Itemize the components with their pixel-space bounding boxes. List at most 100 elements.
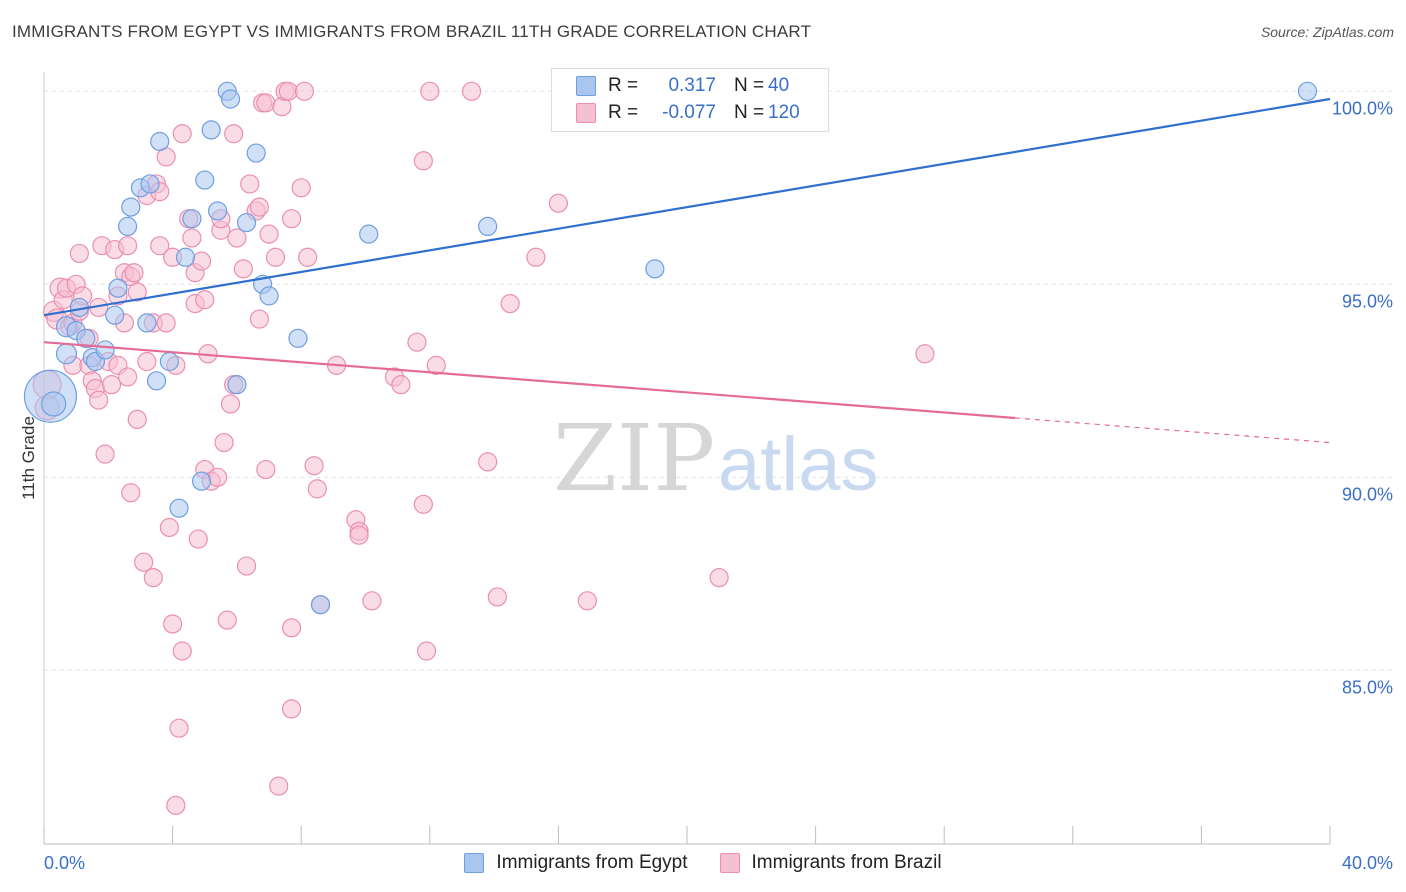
egypt-point — [55, 343, 78, 365]
brazil-n-value: 120 — [768, 102, 800, 123]
egypt-point — [191, 471, 212, 491]
brazil-point — [548, 193, 569, 213]
egypt-point — [121, 197, 141, 217]
brazil-point — [526, 247, 546, 267]
x-tick-label-min: 0.0% — [44, 853, 85, 873]
brazil-point — [156, 313, 176, 333]
brazil-point — [217, 610, 237, 630]
trend-lines — [43, 97, 1331, 444]
brazil-point — [420, 81, 440, 101]
egypt-point — [208, 201, 228, 221]
egypt-point — [236, 212, 257, 233]
egypt-r-label: R = — [608, 75, 639, 96]
egypt-point — [288, 328, 308, 348]
brazil-point — [281, 618, 302, 638]
brazil-point — [249, 197, 270, 217]
brazil-trend-line-extension — [1014, 417, 1331, 444]
brazil-swatch — [576, 103, 596, 123]
brazil-point — [256, 459, 276, 480]
brazil-point — [172, 124, 192, 144]
brazil-point — [240, 174, 260, 194]
egypt-point — [478, 216, 498, 236]
brazil-point — [709, 568, 729, 588]
egypt-n-label: N = — [734, 75, 765, 96]
egypt-point — [76, 328, 96, 348]
egypt-point — [150, 131, 170, 152]
egypt-swatch — [576, 76, 596, 96]
y-tick-label: 95.0% — [1342, 291, 1393, 311]
brazil-point — [89, 390, 109, 410]
watermark: ZIP atlas — [553, 405, 879, 512]
brazil-point — [281, 699, 302, 719]
brazil-point — [117, 236, 138, 256]
brazil-point — [407, 332, 427, 352]
brazil-point — [191, 251, 212, 271]
x-tick-label-max: 40.0% — [1342, 853, 1393, 873]
y-tick-label: 90.0% — [1342, 484, 1393, 504]
brazil-point — [281, 209, 302, 229]
brazil-point — [500, 294, 520, 314]
legend-swatch-brazil — [719, 853, 740, 873]
egypt-point — [146, 371, 167, 391]
legend-row-egypt: R = 0.317 N = 40 — [576, 73, 808, 99]
brazil-point — [69, 243, 89, 264]
brazil-point — [127, 282, 147, 302]
brazil-point — [577, 591, 597, 611]
brazil-point — [163, 614, 183, 634]
brazil-point — [265, 247, 286, 267]
legend-label-egypt: Immigrants from Egypt — [496, 852, 688, 873]
brazil-point — [461, 81, 482, 101]
legend-row-brazil: R = -0.077 N = 120 — [576, 100, 808, 126]
brazil-point — [227, 228, 247, 248]
brazil-r-value: -0.077 — [662, 102, 716, 123]
brazil-point — [413, 494, 433, 514]
brazil-point — [195, 290, 215, 310]
egypt-point — [117, 216, 138, 236]
brazil-point — [304, 456, 324, 476]
egypt-point — [259, 286, 279, 306]
egypt-point — [137, 313, 157, 333]
brazil-point — [172, 641, 192, 661]
stats-legend: R = 0.317 N = 40 R = -0.077 N = 120 — [551, 68, 829, 132]
brazil-point — [416, 641, 437, 661]
brazil-point — [101, 375, 122, 395]
egypt-point — [41, 391, 67, 417]
egypt-point — [220, 89, 241, 109]
egypt-point — [140, 174, 160, 194]
brazil-point — [298, 247, 318, 267]
brazil-point — [143, 568, 163, 588]
brazil-trend-line — [43, 341, 1016, 420]
watermark-atlas: atlas — [718, 422, 879, 507]
egypt-point — [246, 143, 266, 163]
brazil-point — [478, 452, 498, 472]
egypt-point — [175, 247, 196, 267]
series-legend: Immigrants from Egypt Immigrants from Br… — [0, 852, 1406, 874]
brazil-point — [426, 355, 446, 375]
brazil-point — [134, 552, 154, 572]
egypt-point — [195, 170, 215, 190]
brazil-point — [182, 228, 202, 248]
egypt-point — [359, 224, 379, 244]
brazil-point — [169, 718, 189, 738]
brazil-point — [214, 432, 234, 453]
brazil-point — [208, 467, 228, 487]
brazil-n-label: N = — [734, 102, 765, 123]
brazil-r-label: R = — [608, 102, 639, 123]
brazil-point — [236, 556, 257, 576]
egypt-points — [23, 81, 1318, 615]
brazil-point — [915, 344, 935, 364]
axes — [43, 72, 1331, 845]
egypt-point — [169, 498, 189, 518]
brazil-point — [117, 367, 138, 387]
y-tick-label: 100.0% — [1332, 98, 1393, 118]
brazil-point — [413, 151, 433, 171]
brazil-point — [249, 309, 270, 329]
egypt-point — [182, 209, 202, 229]
egypt-point — [201, 120, 221, 140]
brazil-point — [349, 525, 369, 545]
legend-item-brazil: Immigrants from Brazil — [719, 852, 942, 874]
egypt-point — [108, 278, 128, 298]
brazil-point — [95, 444, 115, 464]
egypt-trend-line — [43, 97, 1331, 317]
chart-title: IMMIGRANTS FROM EGYPT VS IMMIGRANTS FROM… — [12, 22, 812, 41]
